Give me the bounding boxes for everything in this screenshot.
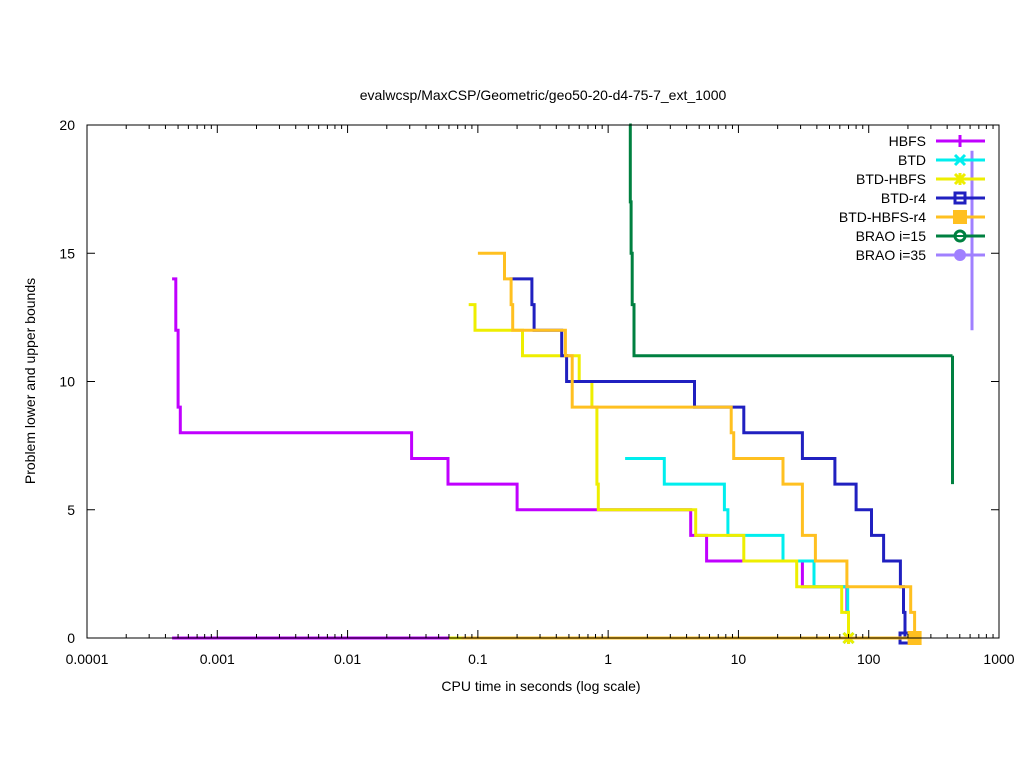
- legend-marker: [954, 249, 966, 261]
- legend-entry: BTD-r4: [881, 190, 985, 206]
- legend: HBFS BTD BTD-HBFS BTD-r4 BTD-HBFS-r4 BRAO i=1…: [839, 133, 985, 263]
- x-tick-label: 100: [857, 651, 881, 667]
- legend-marker: [953, 210, 967, 224]
- legend-entry: BTD-HBFS: [856, 171, 985, 187]
- legend-marker: [953, 191, 967, 205]
- legend-entry: HBFS: [889, 133, 985, 149]
- x-tick-label: 0.01: [334, 651, 361, 667]
- x-axis-label: CPU time in seconds (log scale): [441, 678, 640, 694]
- x-tick-label: 0.1: [468, 651, 488, 667]
- legend-label: BTD: [898, 152, 926, 168]
- upper-bound-line: [477, 251, 917, 638]
- x-tick-label: 0.0001: [66, 651, 109, 667]
- x-tick-label: 1: [604, 651, 612, 667]
- y-tick-label: 20: [59, 117, 75, 133]
- legend-label: HBFS: [889, 133, 926, 149]
- upper-bound-line: [628, 123, 953, 358]
- legend-label: BTD-r4: [881, 190, 926, 206]
- legend-label: BRAO i=15: [856, 228, 927, 244]
- y-tick-label: 5: [67, 502, 75, 518]
- legend-marker: [953, 172, 967, 186]
- legend-label: BTD-HBFS-r4: [839, 209, 926, 225]
- legend-marker: [954, 135, 966, 147]
- legend-entry: BRAO i=35: [856, 247, 985, 263]
- upper-bound-line: [468, 303, 850, 638]
- y-tick-label: 15: [59, 245, 75, 261]
- series-brao-i-15: [628, 123, 954, 485]
- y-axis-label: Problem lower and upper bounds: [22, 278, 38, 484]
- legend-marker: [953, 153, 967, 167]
- y-tick-label: 0: [67, 630, 75, 646]
- x-tick-label: 10: [731, 651, 747, 667]
- legend-entry: BRAO i=15: [856, 228, 985, 244]
- legend-label: BRAO i=35: [856, 247, 927, 263]
- x-tick-label: 0.001: [200, 651, 235, 667]
- legend-entry: BTD: [898, 152, 985, 168]
- chart-title: evalwcsp/MaxCSP/Geometric/geo50-20-d4-75…: [360, 87, 727, 103]
- y-tick-label: 10: [59, 374, 75, 390]
- x-tick-label: 1000: [983, 651, 1014, 667]
- x-axis: 0.0001 0.001 0.01 0.1 1 10 100 1000: [66, 125, 1015, 667]
- legend-label: BTD-HBFS: [856, 171, 926, 187]
- legend-entry: BTD-HBFS-r4: [839, 209, 985, 225]
- y-axis: 0 5 10 15 20: [59, 117, 999, 646]
- upper-bound-line: [625, 457, 850, 638]
